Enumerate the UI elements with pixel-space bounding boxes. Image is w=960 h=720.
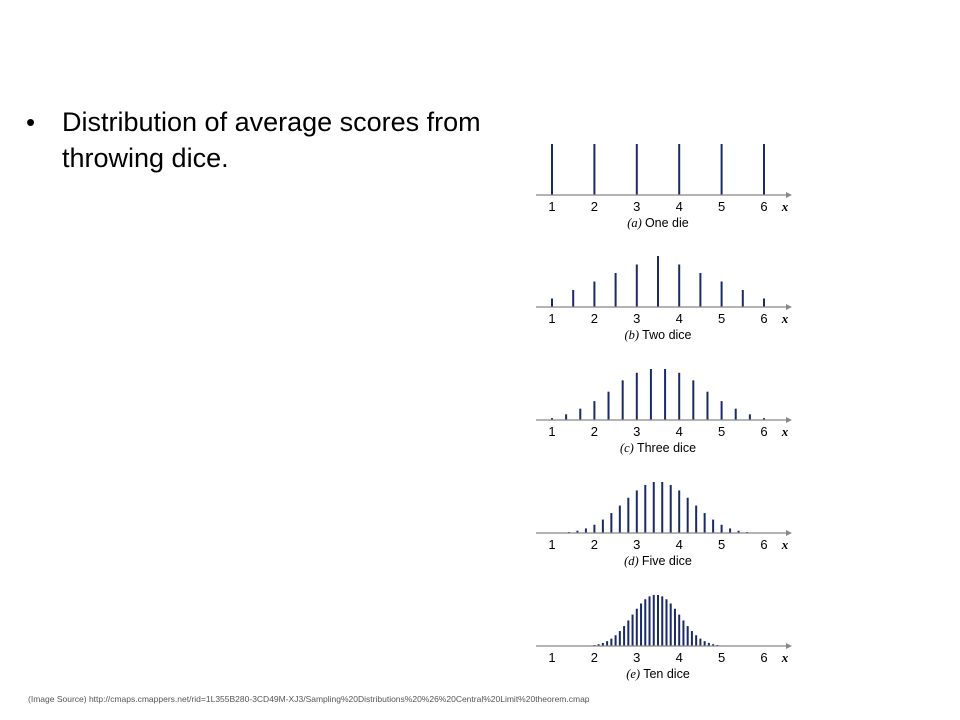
x-tick-label: 5	[718, 311, 725, 326]
chart-caption: (a) One die	[627, 216, 689, 230]
x-tick-label: 1	[548, 311, 555, 326]
x-tick-label: 3	[633, 199, 640, 214]
chart-caption: (e) Ten dice	[626, 667, 690, 681]
x-axis-arrow-icon	[786, 643, 792, 649]
x-tick-label: 1	[548, 424, 555, 439]
x-tick-label: 2	[591, 650, 598, 665]
image-source-caption: (Image Source) http://cmaps.cmappers.net…	[28, 694, 590, 704]
x-tick-label: 6	[760, 424, 767, 439]
x-tick-label: 3	[633, 537, 640, 552]
x-tick-label: 3	[633, 650, 640, 665]
chart-caption-letter: (d)	[624, 554, 642, 568]
dice-distribution-charts: 1 2 3 4 5 6 x (a) One die 1 2 3 4 5 6 x (b) Two dice 1 2 3…	[530, 130, 800, 690]
x-tick-label: 1	[548, 537, 555, 552]
x-tick-label: 4	[676, 199, 683, 214]
x-tick-label: 2	[591, 537, 598, 552]
chart-caption: (d) Five dice	[624, 554, 692, 568]
bullet-list: • Distribution of average scores from th…	[24, 104, 524, 176]
chart-caption-letter: (c)	[620, 441, 637, 455]
x-axis-label: x	[781, 311, 789, 326]
x-axis-arrow-icon	[786, 304, 792, 310]
x-tick-label: 5	[718, 199, 725, 214]
chart-caption-text: One die	[645, 216, 689, 230]
x-axis-label: x	[781, 424, 789, 439]
chart-panel-5: 1 2 3 4 5 6 x (e) Ten dice	[536, 595, 792, 681]
chart-panel-4: 1 2 3 4 5 6 x (d) Five dice	[536, 482, 792, 568]
chart-caption: (b) Two dice	[624, 328, 691, 342]
x-tick-label: 3	[633, 424, 640, 439]
x-tick-label: 1	[548, 199, 555, 214]
x-tick-label: 2	[591, 311, 598, 326]
x-tick-label: 2	[591, 199, 598, 214]
x-tick-label: 6	[760, 311, 767, 326]
x-tick-label: 2	[591, 424, 598, 439]
x-tick-label: 6	[760, 537, 767, 552]
x-tick-label: 4	[676, 424, 683, 439]
x-axis-label: x	[781, 537, 789, 552]
x-tick-label: 6	[760, 199, 767, 214]
x-tick-label: 6	[760, 650, 767, 665]
x-tick-label: 5	[718, 650, 725, 665]
chart-caption-text: Two dice	[642, 328, 691, 342]
x-tick-label: 5	[718, 537, 725, 552]
chart-caption-letter: (b)	[624, 328, 642, 342]
chart-caption-text: Ten dice	[643, 667, 690, 681]
x-tick-label: 1	[548, 650, 555, 665]
bullet-item: • Distribution of average scores from th…	[24, 104, 524, 176]
bullet-text: Distribution of average scores from thro…	[62, 107, 481, 173]
chart-caption-text: Three dice	[637, 441, 696, 455]
chart-panel-3: 1 2 3 4 5 6 x (c) Three dice	[536, 369, 792, 455]
x-tick-label: 4	[676, 537, 683, 552]
chart-caption-letter: (a)	[627, 216, 645, 230]
x-axis-arrow-icon	[786, 192, 792, 198]
x-axis-label: x	[781, 199, 789, 214]
x-axis-arrow-icon	[786, 530, 792, 536]
chart-panel-2: 1 2 3 4 5 6 x (b) Two dice	[536, 256, 792, 342]
x-axis-arrow-icon	[786, 417, 792, 423]
x-tick-label: 4	[676, 311, 683, 326]
x-tick-label: 3	[633, 311, 640, 326]
chart-caption-text: Five dice	[642, 554, 692, 568]
x-tick-label: 4	[676, 650, 683, 665]
chart-caption-letter: (e)	[626, 667, 643, 681]
chart-caption: (c) Three dice	[620, 441, 696, 455]
x-axis-label: x	[781, 650, 789, 665]
chart-panel-1: 1 2 3 4 5 6 x (a) One die	[536, 144, 792, 230]
x-tick-label: 5	[718, 424, 725, 439]
bullet-marker: •	[26, 107, 36, 137]
